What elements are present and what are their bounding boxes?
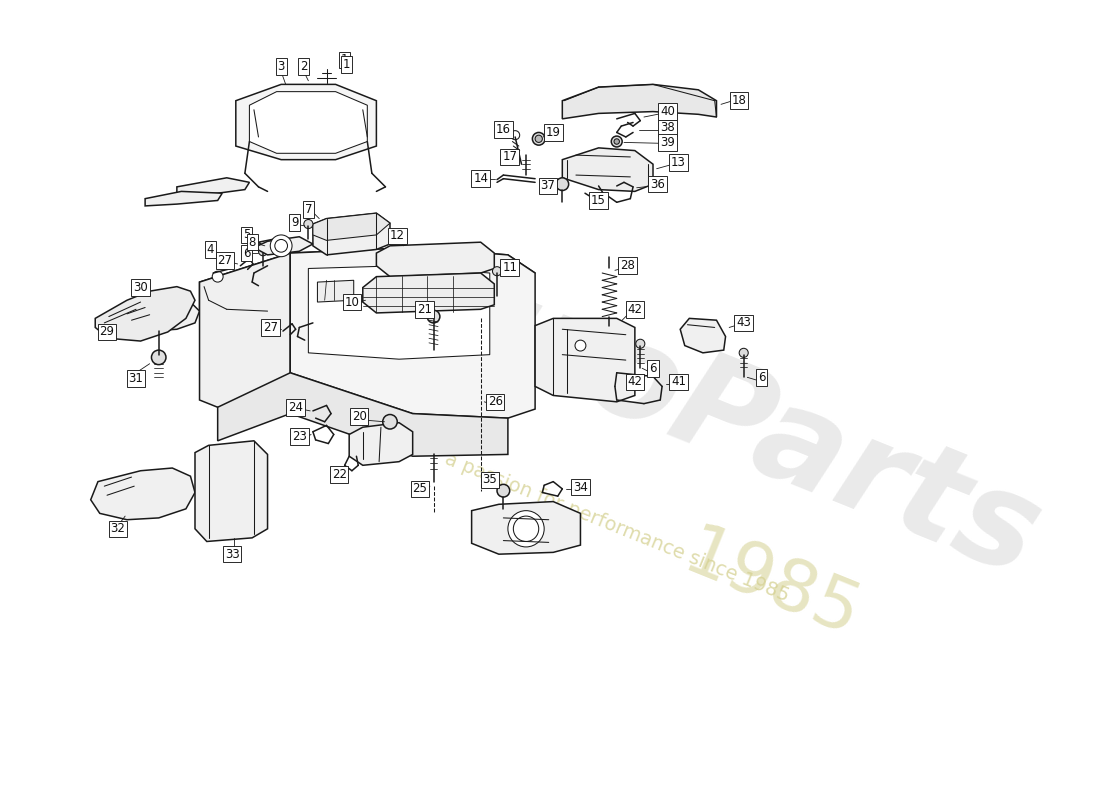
Polygon shape	[535, 318, 635, 402]
Text: 34: 34	[573, 481, 587, 494]
Polygon shape	[145, 191, 222, 206]
Text: 17: 17	[503, 150, 517, 163]
Circle shape	[427, 310, 440, 323]
Text: 14: 14	[473, 172, 488, 186]
Text: 27: 27	[263, 321, 278, 334]
Text: 5: 5	[243, 229, 251, 242]
Polygon shape	[118, 296, 199, 331]
Text: 13: 13	[671, 156, 685, 169]
Polygon shape	[254, 237, 312, 255]
Text: 38: 38	[660, 122, 675, 134]
Circle shape	[556, 178, 569, 190]
Circle shape	[383, 414, 397, 429]
Circle shape	[258, 246, 267, 256]
Polygon shape	[376, 242, 494, 277]
Text: 2: 2	[300, 60, 308, 73]
Text: 15: 15	[591, 194, 606, 207]
Text: 1: 1	[343, 58, 350, 71]
Text: 25: 25	[412, 482, 428, 495]
Polygon shape	[177, 178, 250, 195]
Text: 16: 16	[496, 123, 510, 136]
Polygon shape	[195, 441, 267, 542]
Polygon shape	[199, 248, 535, 310]
Polygon shape	[312, 213, 390, 240]
Circle shape	[612, 136, 623, 147]
Text: a passion for performance since 1985: a passion for performance since 1985	[442, 449, 792, 605]
Text: 12: 12	[389, 230, 405, 242]
Circle shape	[304, 219, 312, 229]
Text: 31: 31	[129, 372, 143, 385]
Polygon shape	[258, 237, 295, 250]
Circle shape	[271, 235, 292, 257]
Circle shape	[493, 266, 502, 276]
Text: 8: 8	[249, 236, 256, 249]
Polygon shape	[218, 373, 508, 456]
Circle shape	[508, 510, 544, 547]
Polygon shape	[235, 84, 376, 160]
Text: 36: 36	[650, 178, 666, 190]
Polygon shape	[290, 248, 535, 418]
Circle shape	[575, 340, 586, 351]
Text: 37: 37	[540, 179, 556, 193]
Circle shape	[212, 271, 223, 282]
Text: 24: 24	[288, 401, 304, 414]
Text: 32: 32	[110, 522, 125, 535]
Text: 33: 33	[224, 548, 240, 561]
Polygon shape	[96, 286, 195, 341]
Text: 18: 18	[732, 94, 747, 107]
Text: 43: 43	[736, 317, 751, 330]
Text: 20: 20	[352, 410, 366, 423]
Circle shape	[497, 484, 509, 497]
Text: 19: 19	[546, 126, 561, 139]
Text: 1: 1	[341, 54, 349, 66]
Text: 6: 6	[649, 362, 657, 374]
Text: 35: 35	[483, 474, 497, 486]
Circle shape	[510, 130, 519, 140]
Text: 28: 28	[620, 259, 635, 272]
Text: 6: 6	[758, 371, 766, 384]
Circle shape	[275, 239, 287, 252]
Circle shape	[739, 348, 748, 358]
Text: 42: 42	[627, 375, 642, 388]
Text: 22: 22	[332, 468, 346, 481]
Text: 39: 39	[660, 136, 675, 149]
Text: 6: 6	[243, 246, 251, 259]
Text: 21: 21	[417, 303, 432, 316]
Polygon shape	[250, 92, 367, 154]
Circle shape	[535, 135, 542, 142]
Circle shape	[636, 339, 645, 348]
Polygon shape	[318, 280, 354, 302]
Text: 30: 30	[133, 281, 148, 294]
Text: 29: 29	[99, 326, 114, 338]
Text: 1985: 1985	[673, 519, 869, 652]
Polygon shape	[312, 213, 390, 255]
Text: 9: 9	[292, 216, 298, 229]
Text: 27: 27	[218, 254, 232, 267]
Circle shape	[532, 133, 546, 145]
Text: 41: 41	[671, 375, 686, 388]
Text: euroParts: euroParts	[339, 214, 1057, 603]
Text: 23: 23	[292, 430, 307, 442]
Circle shape	[153, 300, 174, 322]
Circle shape	[614, 138, 619, 144]
Text: 3: 3	[277, 60, 285, 73]
Polygon shape	[472, 502, 581, 554]
Text: 11: 11	[503, 261, 517, 274]
Polygon shape	[308, 266, 490, 359]
Circle shape	[514, 516, 539, 542]
Polygon shape	[349, 422, 412, 466]
Polygon shape	[90, 468, 195, 520]
Polygon shape	[199, 253, 290, 407]
Text: 42: 42	[627, 303, 642, 316]
Polygon shape	[562, 148, 653, 191]
Text: 26: 26	[487, 395, 503, 408]
Polygon shape	[562, 84, 716, 119]
Polygon shape	[680, 318, 726, 353]
Text: 7: 7	[305, 203, 312, 216]
Text: 4: 4	[207, 243, 215, 256]
Polygon shape	[363, 273, 494, 313]
Text: 40: 40	[660, 105, 675, 118]
Text: 10: 10	[344, 295, 360, 309]
Circle shape	[152, 350, 166, 365]
